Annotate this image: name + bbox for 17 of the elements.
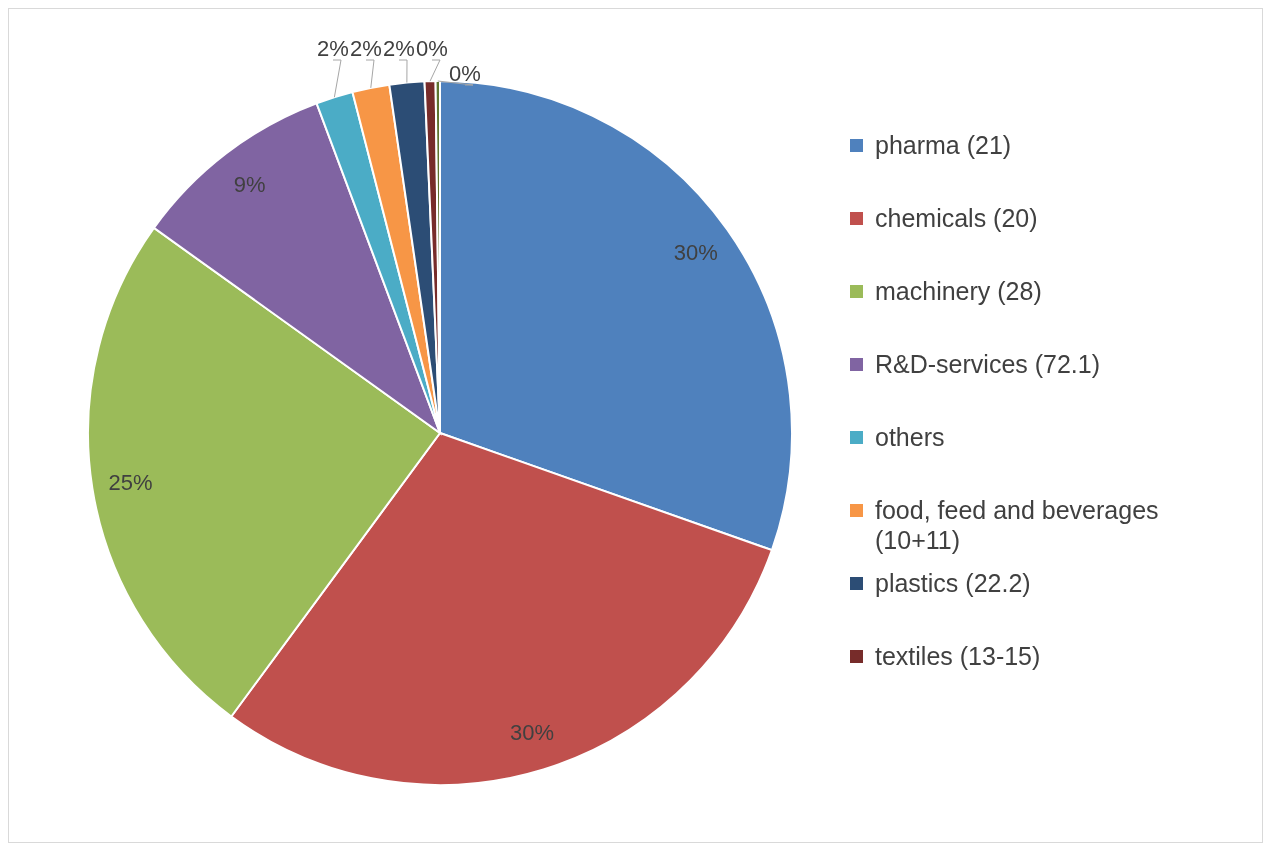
data-label: 2% — [383, 35, 415, 61]
data-label: 9% — [233, 171, 266, 197]
data-label: 0% — [416, 35, 448, 61]
legend-label: plastics (22.2) — [875, 569, 1031, 597]
data-label: 2% — [317, 35, 349, 61]
data-label: 25% — [108, 469, 153, 495]
legend-label: machinery (28) — [875, 277, 1042, 305]
legend-label: others — [875, 423, 945, 451]
data-label: 2% — [350, 35, 382, 61]
legend-label: textiles (13-15) — [875, 642, 1041, 670]
legend-label: R&D-services (72.1) — [875, 350, 1101, 378]
data-label: 0% — [449, 60, 481, 86]
legend-label: food, feed and beverages (10+11) — [875, 496, 1159, 554]
data-label: 30% — [673, 239, 718, 265]
legend-label: pharma (21) — [875, 131, 1012, 159]
data-label: 30% — [510, 719, 555, 745]
legend-label: chemicals (20) — [875, 204, 1038, 232]
